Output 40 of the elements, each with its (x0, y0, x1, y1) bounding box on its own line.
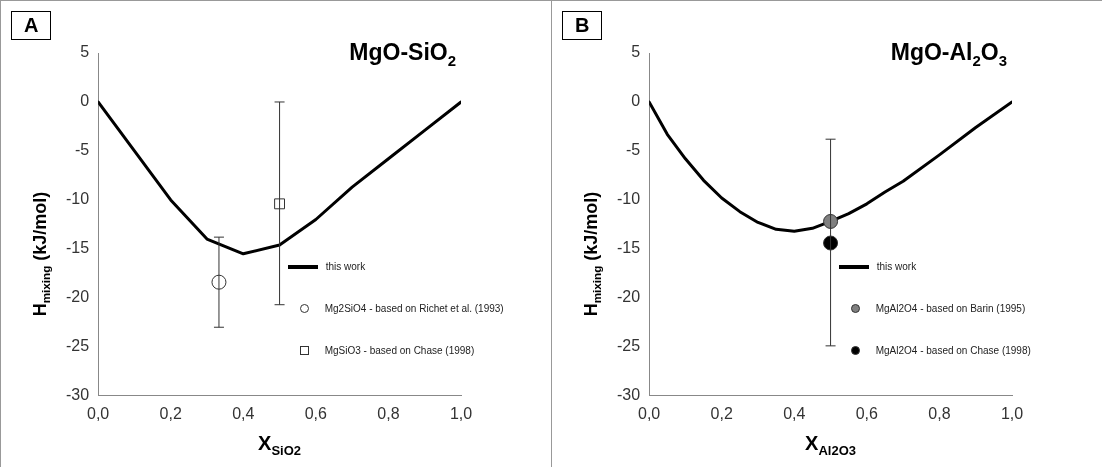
legend-label: MgAl2O4 - based on Barin (1995) (875, 303, 1026, 315)
y-tick-label: -10 (66, 190, 90, 208)
x-tick-label: 0,8 (377, 404, 400, 422)
x-axis-title: X$_{SiO2}$ (258, 431, 302, 458)
legend-label: MgAl2O4 - based on Chase (1998) (875, 345, 1031, 357)
x-axis-title: X$_{Al2O3}$ (805, 431, 857, 458)
chart-title: MgO-SiO$_{2}$ (349, 39, 456, 69)
y-tick-label: 0 (80, 92, 90, 110)
x-tick-label: 0,6 (855, 404, 879, 422)
y-tick-label: -5 (74, 141, 90, 159)
y-tick-label: 5 (631, 43, 641, 61)
y-tick-label: -15 (617, 239, 641, 257)
legend-label: this work (325, 261, 366, 273)
x-tick-label: 0,6 (304, 404, 328, 422)
y-tick-label: -10 (617, 190, 641, 208)
y-tick-label: -15 (66, 239, 90, 257)
y-tick-label: -20 (66, 288, 90, 306)
y-tick-label: -25 (617, 337, 641, 355)
y-tick-label: 0 (631, 92, 641, 110)
x-tick-label: 0,0 (638, 404, 661, 422)
x-tick-label: 0,4 (232, 404, 255, 422)
chart-title: MgO-Al$_{2}$O$_{3}$ (890, 39, 1007, 69)
y-tick-label: -25 (66, 337, 90, 355)
x-tick-label: 0,2 (159, 404, 182, 422)
y-tick-label: -30 (66, 386, 90, 404)
x-tick-label: 1,0 (449, 404, 473, 422)
legend-label: MgSiO3 - based on Chase (1998) (324, 345, 475, 357)
text: B (562, 11, 603, 40)
y-tick-label: -5 (625, 141, 641, 159)
x-tick-label: 0,8 (928, 404, 951, 422)
y-tick-label: 5 (80, 43, 90, 61)
x-tick-label: 0,4 (783, 404, 806, 422)
legend-label: this work (876, 261, 917, 273)
legend-label: Mg2SiO4 - based on Richet et al. (1993) (324, 303, 504, 315)
y-tick-label: -20 (617, 288, 641, 306)
x-tick-label: 1,0 (1000, 404, 1024, 422)
x-tick-label: 0,2 (710, 404, 733, 422)
x-tick-label: 0,0 (87, 404, 110, 422)
y-tick-label: -30 (617, 386, 641, 404)
text: A (11, 11, 52, 40)
